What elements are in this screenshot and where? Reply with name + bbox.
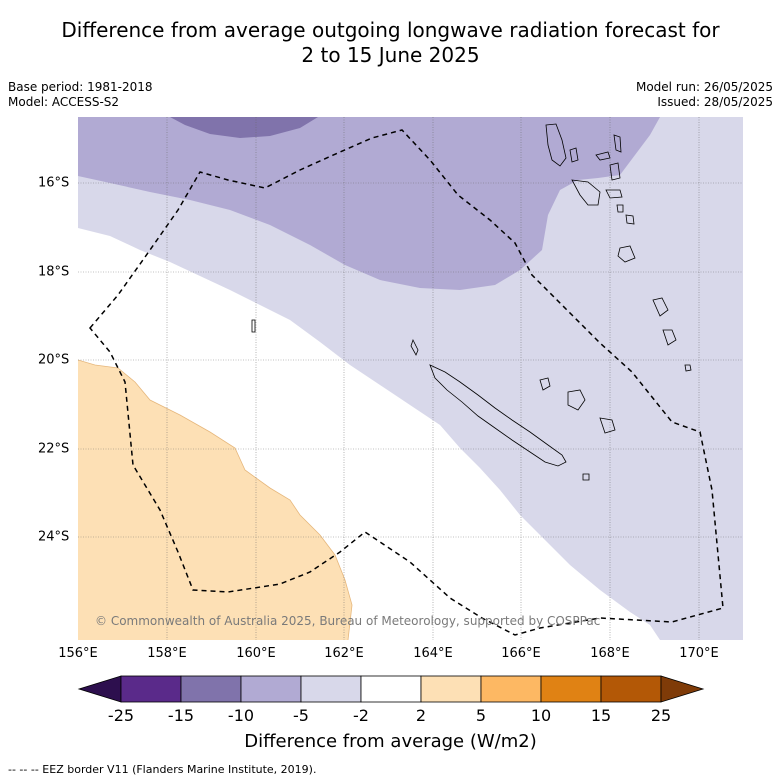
colorbar-tick: 15	[590, 706, 612, 725]
colorbar-bin-3	[240, 675, 302, 703]
y-tick: 16°S	[38, 175, 70, 191]
colorbar-bin-7	[480, 675, 542, 703]
colorbar-low-extension	[77, 675, 122, 703]
base-period: Base period: 1981-2018	[8, 80, 153, 94]
colorbar-tick: -25	[107, 706, 135, 725]
map-area	[78, 117, 743, 640]
gridlines	[78, 117, 743, 640]
colorbar-bin-6	[420, 675, 482, 703]
colorbar-tick: -2	[353, 706, 369, 725]
colorbar-tick: 10	[530, 706, 552, 725]
x-tick: 158°E	[147, 646, 187, 661]
model-name: Model: ACCESS-S2	[8, 95, 120, 109]
band-plus2-plus5	[78, 360, 352, 640]
copyright-notice: © Commonwealth of Australia 2025, Bureau…	[95, 614, 601, 628]
x-tick: 162°E	[324, 646, 364, 661]
colorbar-bin-9	[600, 675, 662, 703]
issued-date: Issued: 28/05/2025	[657, 95, 773, 109]
colorbar-tick: -15	[167, 706, 195, 725]
x-tick: 164°E	[413, 646, 453, 661]
x-tick: 168°E	[590, 646, 630, 661]
title-line-1: Difference from average outgoing longwav…	[61, 18, 720, 42]
colorbar	[77, 675, 705, 703]
x-tick: 160°E	[236, 646, 276, 661]
x-tick: 170°E	[679, 646, 719, 661]
eez-legend-footer: -- -- -- EEZ border V11 (Flanders Marine…	[8, 763, 317, 776]
colorbar-bin-4	[300, 675, 362, 703]
colorbar-bin-8	[540, 675, 602, 703]
title-line-2: 2 to 15 June 2025	[301, 43, 480, 67]
colorbar-label: Difference from average (W/m2)	[244, 731, 537, 752]
y-tick: 18°S	[38, 264, 70, 280]
colorbar-tick: 5	[475, 706, 487, 725]
band-minus15-minus10	[170, 117, 318, 138]
eez-border	[89, 129, 724, 636]
colorbar-tick: 2	[415, 706, 427, 725]
meta-left: Base period: 1981-2018 Model: ACCESS-S2	[8, 80, 153, 110]
colorbar-tick: -5	[293, 706, 309, 725]
new-caledonia-island	[429, 364, 567, 467]
colorbar-bin-1	[120, 675, 182, 703]
colorbar-tick: -10	[227, 706, 255, 725]
chart-title: Difference from average outgoing longwav…	[0, 18, 781, 68]
y-tick: 22°S	[38, 441, 70, 457]
coastlines	[251, 123, 692, 481]
colorbar-bin-2	[180, 675, 242, 703]
meta-right: Model run: 26/05/2025 Issued: 28/05/2025	[636, 80, 773, 110]
colorbar-tick: 25	[650, 706, 672, 725]
y-tick: 20°S	[38, 352, 70, 368]
colorbar-bin-5	[360, 675, 422, 703]
band-minus10-minus5	[78, 117, 660, 290]
x-tick: 156°E	[58, 646, 98, 661]
y-tick: 24°S	[38, 529, 70, 545]
x-tick: 166°E	[501, 646, 541, 661]
colorbar-high-extension	[660, 675, 705, 703]
vanuatu-islands	[545, 123, 567, 167]
model-run: Model run: 26/05/2025	[635, 80, 773, 94]
